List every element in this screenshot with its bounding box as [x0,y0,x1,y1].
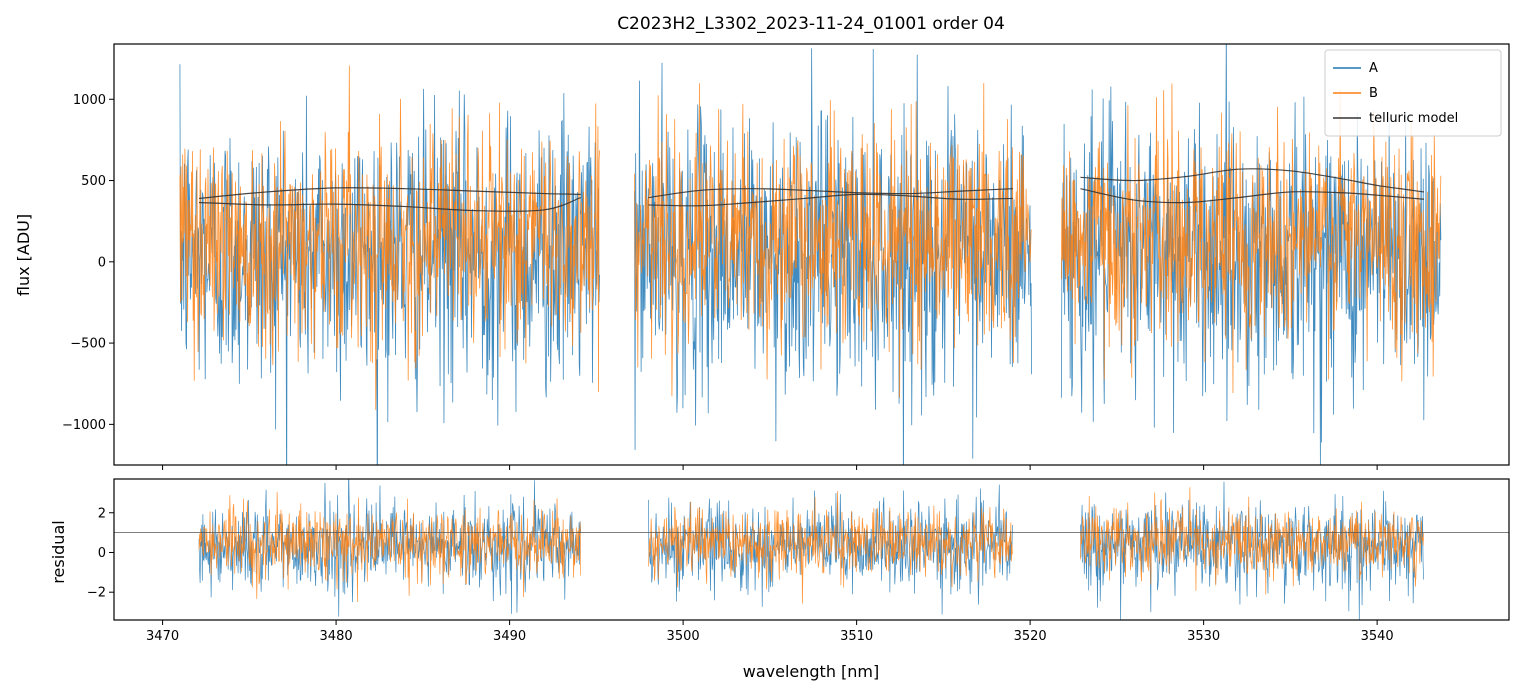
series-B-residual-segment-3 [1080,487,1424,595]
telluric-model-curves [198,168,1425,212]
series-B-flux [179,65,1442,410]
residual-xtick-label: 3500 [667,629,700,644]
series-B-flux-segment-1 [179,65,600,410]
legend: A B telluric model [1324,49,1502,137]
residual-xtick-label: 3530 [1187,629,1220,644]
x-axis-label: wavelength [nm] [743,662,880,681]
residual-axes-frame [113,478,1510,621]
telluric-model-curve-5 [1080,168,1425,193]
telluric-model-curve-1 [198,187,581,200]
telluric-model-curve-4 [648,193,1013,207]
residual-y-axis-label: residual [49,520,68,583]
residual-xtick-label: 3520 [1014,629,1047,644]
telluric-model-curve-3 [648,188,1013,199]
legend-frame [1324,49,1502,137]
spectrum-y-axis-label: flux [ADU] [14,214,33,296]
series-A-residual-segment-3 [1080,481,1424,620]
series-B-residual-segment-1 [198,491,582,602]
series-A-flux-segment-2 [634,48,1033,465]
spectrum-ytick-label: 500 [81,174,106,189]
series-A-residual-segment-1 [198,479,582,617]
telluric-model-curve-6 [1080,188,1425,204]
residual-xtick-label: 3510 [840,629,873,644]
spectrum-x-ticks [162,465,1378,470]
spectrum-y-ticks: −1000 −500 0 500 1000 [62,93,114,433]
residual-xtick-label: 3470 [146,629,179,644]
series-B-residual [198,487,1424,604]
residual-x-ticks: 3470 3480 3490 3500 3510 3520 3530 3540 [146,620,1394,644]
series-A-residual-segment-2 [648,484,1013,615]
spectrum-plot-area [179,44,1442,465]
residual-ytick-label: −2 [87,586,106,601]
residual-plot-area [114,479,1509,620]
residual-xtick-label: 3540 [1361,629,1394,644]
residual-xtick-label: 3490 [493,629,526,644]
residual-y-ticks: −2 0 2 [87,506,114,601]
series-B-flux-segment-2 [634,83,1032,399]
chart-title: C2023H2_L3302_2023-11-24_01001 order 04 [617,14,1005,34]
series-A-residual [198,479,1424,620]
legend-label-telluric-model: telluric model [1369,111,1458,126]
spectrum-ytick-label: 0 [98,255,106,270]
series-B-residual-segment-2 [648,491,1013,604]
residual-xtick-label: 3480 [320,629,353,644]
spectrum-axes-frame [113,43,1510,466]
telluric-model-curve-2 [198,197,581,212]
legend-label-B: B [1369,86,1378,101]
series-B-flux-segment-3 [1060,83,1442,393]
residual-ytick-label: 2 [98,506,106,521]
spectrum-ytick-label: −500 [70,337,106,352]
spectrum-ytick-label: −1000 [62,418,106,433]
legend-label-A: A [1369,61,1378,76]
residual-ytick-label: 0 [98,546,106,561]
spectrum-ytick-label: 1000 [73,93,106,108]
